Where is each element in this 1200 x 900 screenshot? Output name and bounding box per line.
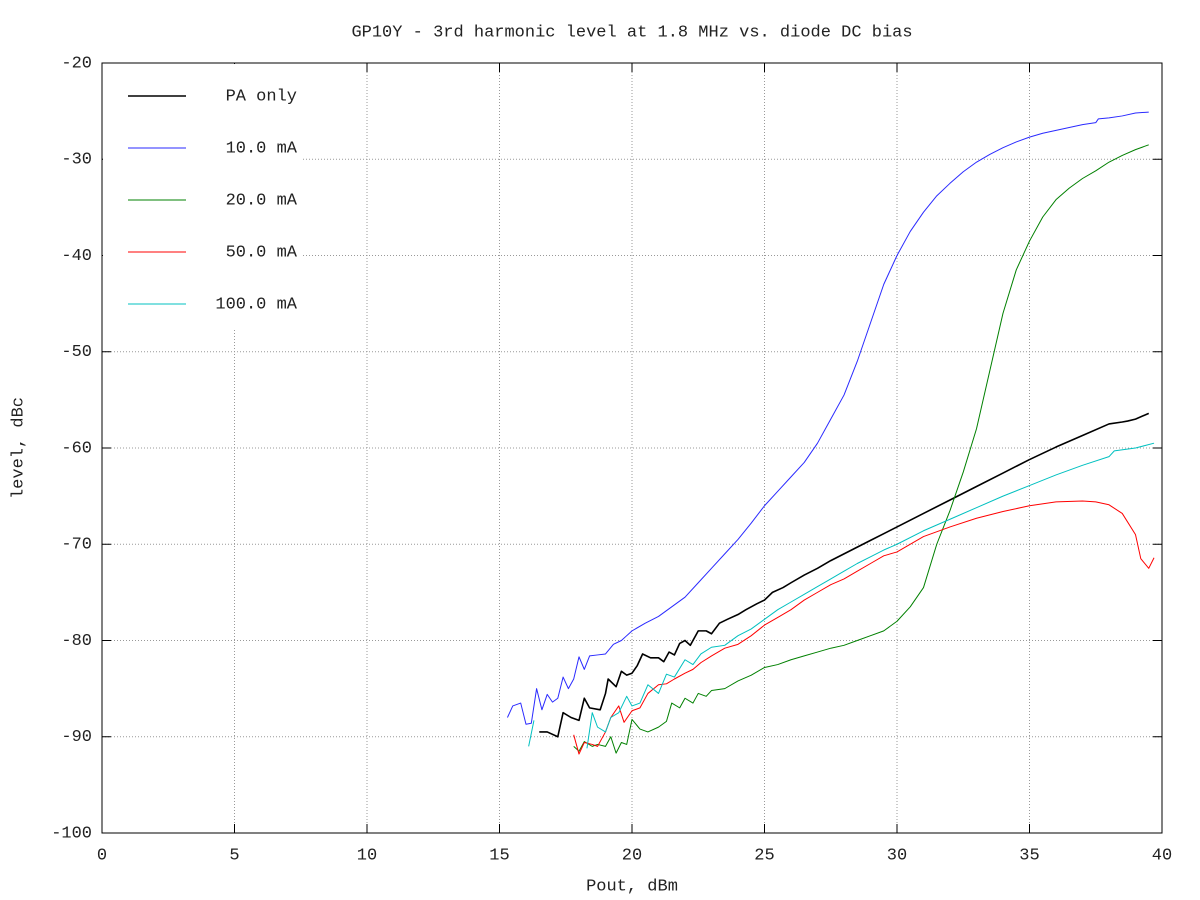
x-tick-label: 0 bbox=[97, 846, 107, 865]
x-axis-label: Pout, dBm bbox=[586, 877, 678, 896]
legend-label: PA only bbox=[226, 87, 297, 106]
legend-label: 50.0 mA bbox=[226, 243, 298, 262]
legend-background bbox=[103, 64, 301, 330]
x-tick-label: 10 bbox=[357, 846, 377, 865]
x-tick-label: 40 bbox=[1152, 846, 1172, 865]
y-tick-label: -90 bbox=[61, 728, 92, 747]
x-tick-label: 20 bbox=[622, 846, 642, 865]
x-tick-label: 35 bbox=[1019, 846, 1039, 865]
series-line bbox=[573, 500, 1155, 755]
legend-label: 100.0 mA bbox=[215, 295, 297, 314]
series-line bbox=[506, 111, 1149, 725]
y-tick-label: -80 bbox=[61, 632, 92, 651]
y-tick-label: -40 bbox=[61, 247, 92, 266]
y-tick-label: -70 bbox=[61, 536, 92, 555]
series-line bbox=[573, 144, 1149, 754]
y-tick-label: -30 bbox=[61, 151, 92, 170]
series-line bbox=[528, 442, 1155, 749]
legend-label: 10.0 mA bbox=[226, 139, 298, 158]
y-tick-label: -100 bbox=[51, 824, 92, 843]
legend-label: 20.0 mA bbox=[226, 191, 298, 210]
x-tick-label: 25 bbox=[754, 846, 774, 865]
plot-border bbox=[101, 62, 1163, 834]
x-tick-label: 30 bbox=[887, 846, 907, 865]
y-tick-label: -20 bbox=[61, 54, 92, 73]
y-tick-label: -60 bbox=[61, 439, 92, 458]
plot-area bbox=[506, 111, 1155, 755]
x-tick-label: 5 bbox=[229, 846, 239, 865]
x-tick-label: 15 bbox=[489, 846, 509, 865]
chart-title: GP10Y - 3rd harmonic level at 1.8 MHz vs… bbox=[351, 23, 912, 42]
y-axis-label: level, dBc bbox=[9, 397, 28, 499]
series-line bbox=[539, 412, 1150, 738]
y-tick-label: -50 bbox=[61, 343, 92, 362]
